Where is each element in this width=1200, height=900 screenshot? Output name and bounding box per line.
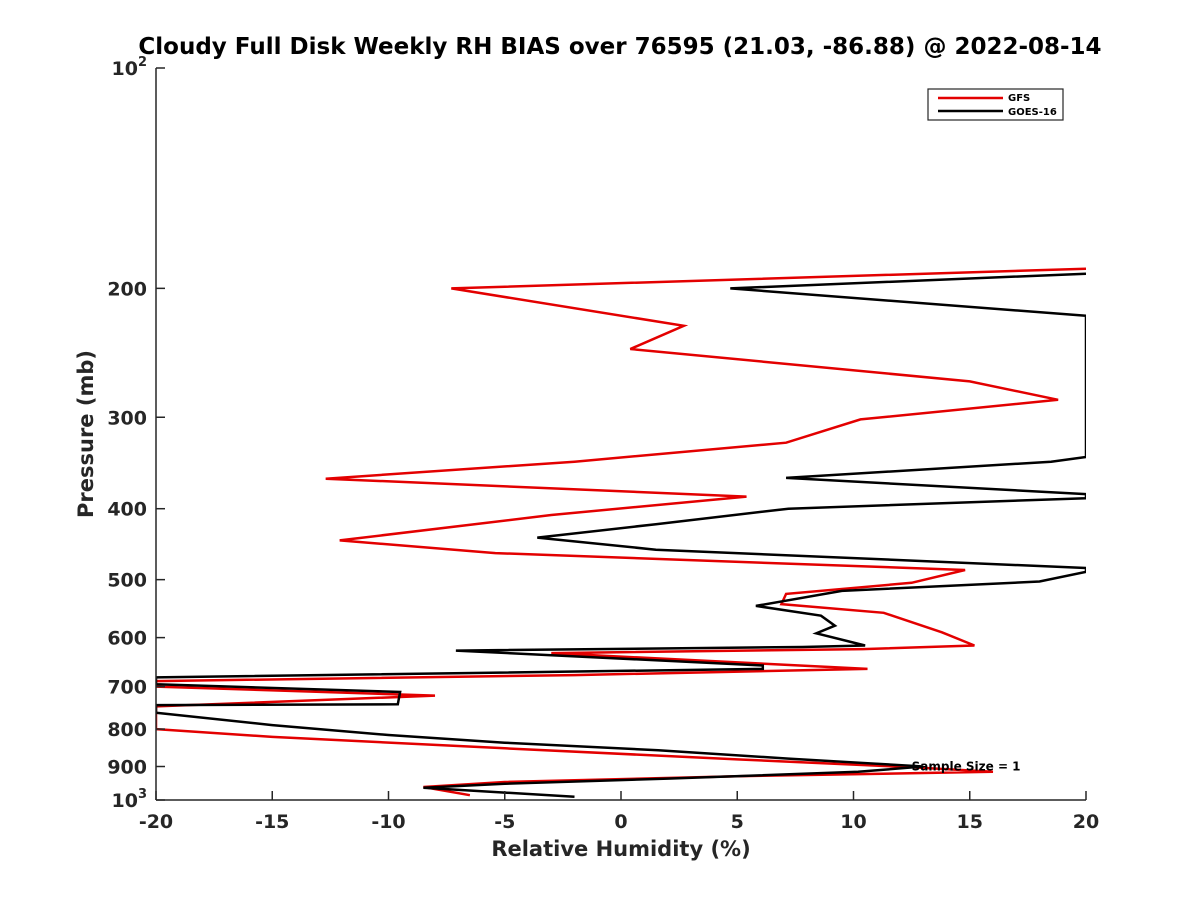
y-tick-label: 103	[112, 787, 148, 812]
y-axis-label: Pressure (mb)	[74, 350, 98, 518]
x-tick-label: -10	[371, 811, 405, 833]
x-tick-label: 0	[614, 811, 627, 833]
x-tick-label: -20	[139, 811, 173, 833]
x-tick-label: -15	[255, 811, 289, 833]
legend-box	[927, 88, 1064, 121]
y-tick-label: 102	[112, 55, 148, 80]
series-line-goes-16	[156, 272, 1086, 799]
x-ticks: -20 -15 -10 -5 0 5 10 15 20	[139, 791, 1099, 833]
x-tick-label: 10	[840, 811, 866, 833]
chart-title: Cloudy Full Disk Weekly RH BIAS over 765…	[138, 34, 1101, 60]
legend-label-goes-16: GOES-16	[1008, 107, 1057, 118]
y-tick-label: 300	[107, 407, 147, 429]
y-tick-label: 800	[107, 719, 147, 741]
y-tick-label: 500	[107, 570, 147, 592]
x-tick-label: -5	[494, 811, 515, 833]
legend: GFS GOES-16	[927, 88, 1064, 121]
legend-label-gfs: GFS	[1008, 93, 1030, 104]
y-tick-label: 200	[107, 278, 147, 300]
y-tick-label: 700	[107, 677, 147, 699]
x-tick-label: 20	[1073, 811, 1099, 833]
series-layer	[156, 267, 1086, 799]
y-tick-label: 600	[107, 628, 147, 650]
series-line-gfs	[156, 267, 1086, 797]
y-tick-label: 900	[107, 757, 147, 779]
y-ticks: 102 200 300 400 500 600 700 800 900 103	[107, 55, 165, 812]
x-tick-label: 5	[731, 811, 744, 833]
y-tick-label: 400	[107, 499, 147, 521]
x-axis-label: Relative Humidity (%)	[491, 837, 750, 861]
x-tick-label: 15	[957, 811, 983, 833]
sample-size-annotation: Sample Size = 1	[912, 760, 1021, 774]
